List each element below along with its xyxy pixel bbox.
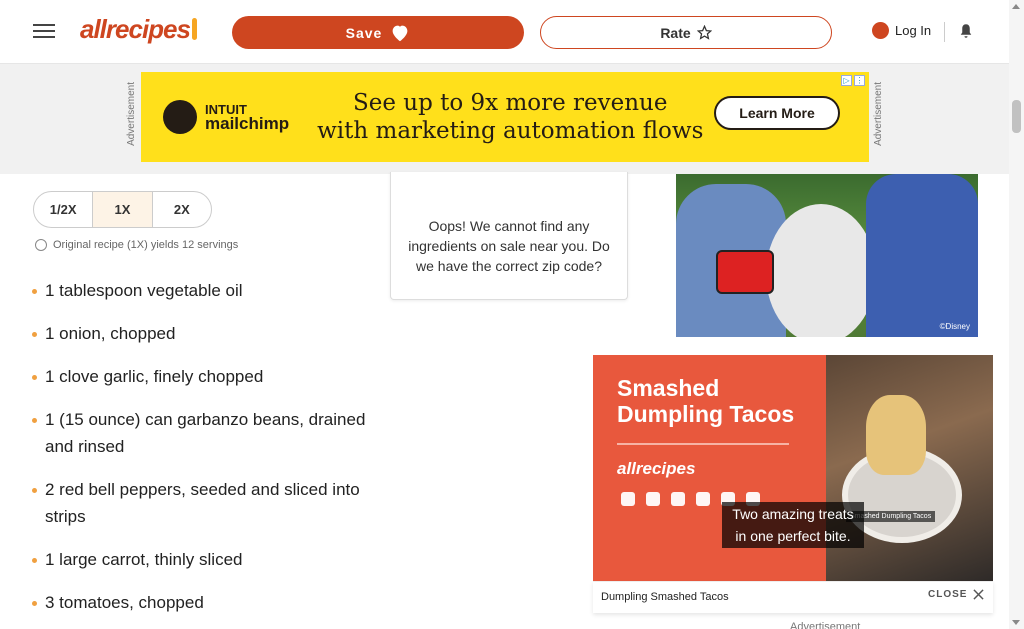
close-label: CLOSE <box>928 589 968 600</box>
caption-line1: Two amazing treats <box>732 506 854 522</box>
photo-figure-center <box>766 204 876 337</box>
sale-message: Oops! We cannot find any ingredients on … <box>408 218 610 274</box>
video-divider <box>617 443 789 445</box>
yields-note: Original recipe (1X) yields 12 servings <box>35 239 238 251</box>
caption-line2: in one perfect bite. <box>735 528 851 544</box>
notification-bell-icon[interactable] <box>957 21 975 41</box>
save-label: Save <box>345 24 383 41</box>
photo-credit: ©Disney <box>939 322 970 331</box>
ad-headline: See up to 9x more revenue with marketing… <box>317 89 703 145</box>
video-caption: Two amazing treats in one perfect bite. <box>722 502 864 548</box>
adchoices-icon[interactable]: ▷ ⋮ <box>841 75 865 86</box>
photo-figure-right <box>866 174 978 337</box>
servings-2x-button[interactable]: 2X <box>173 202 190 217</box>
mailchimp-freddie-icon <box>163 100 197 134</box>
heart-icon <box>392 25 408 41</box>
star-icon <box>696 25 712 40</box>
logo-text: allrecipes <box>80 14 191 44</box>
ingredient-item: 1 large carrot, thinly sliced <box>30 546 380 573</box>
brand-line2: mailchimp <box>205 114 290 133</box>
instagram-icon <box>671 492 685 506</box>
advertisement-label-left: Advertisement <box>126 82 137 146</box>
ingredient-list: 1 tablespoon vegetable oil 1 onion, chop… <box>30 277 380 629</box>
video-title-line2: Dumpling Tacos <box>617 401 795 427</box>
login-label: Log In <box>895 23 932 38</box>
brand-line1: INTUIT <box>205 102 247 117</box>
lunchbox-graphic <box>716 250 774 294</box>
video-food-tag: Smashed Dumpling Tacos <box>846 511 936 522</box>
scroll-down-arrow-icon[interactable] <box>1012 620 1020 625</box>
user-avatar-icon <box>872 22 889 39</box>
learn-more-button[interactable]: Learn More <box>714 96 840 130</box>
facebook-icon <box>696 492 710 506</box>
login-link[interactable]: Log In <box>872 22 931 39</box>
ingredients-on-sale-card: Oops! We cannot find any ingredients on … <box>390 172 628 300</box>
rate-label: Rate <box>660 24 691 41</box>
ingredient-item: 1 clove garlic, finely chopped <box>30 363 380 390</box>
site-header: allrecipes Save Rate Log In <box>0 0 1009 64</box>
video-close-button[interactable]: CLOSE <box>928 589 985 600</box>
rate-button[interactable]: Rate <box>540 16 832 49</box>
video-title: Smashed Dumpling Tacos <box>617 375 794 427</box>
ad-headline-line2: with marketing automation flows <box>317 118 704 144</box>
ingredient-item: 1 tablespoon vegetable oil <box>30 277 380 304</box>
taco-graphic <box>866 395 926 475</box>
ingredient-item: 1 (15 ounce) can garbanzo beans, drained… <box>30 406 380 460</box>
video-footer: Dumpling Smashed Tacos <box>593 581 993 613</box>
yields-text: Original recipe (1X) yields 12 servings <box>53 239 239 251</box>
ingredient-item: 3 tomatoes, chopped <box>30 589 380 616</box>
hamburger-menu-icon[interactable] <box>33 20 55 40</box>
header-divider <box>944 22 945 42</box>
allrecipes-logo[interactable]: allrecipes <box>80 14 197 45</box>
servings-1x-button[interactable]: 1X <box>93 192 153 227</box>
scrollbar-thumb[interactable] <box>1012 100 1021 133</box>
spoon-icon <box>191 18 197 40</box>
video-logo: allrecipes <box>617 459 696 478</box>
promo-photo[interactable]: ©Disney <box>676 174 978 337</box>
scroll-up-arrow-icon[interactable] <box>1012 4 1020 9</box>
mailchimp-logo: INTUIT mailchimp <box>163 100 289 134</box>
advertisement-label-bottom: Advertisement <box>790 621 861 629</box>
video-player[interactable]: Smashed Dumpling Tacos allrecipes Smashe… <box>593 355 993 581</box>
servings-half-button[interactable]: 1/2X <box>34 192 94 227</box>
mailchimp-ad-banner[interactable]: INTUIT mailchimp See up to 9x more reven… <box>141 72 869 162</box>
tiktok-icon <box>646 492 660 506</box>
video-title-line1: Smashed <box>617 375 720 401</box>
advertisement-label-right: Advertisement <box>873 82 884 146</box>
close-icon <box>973 589 985 600</box>
page-scrollbar[interactable] <box>1009 0 1024 629</box>
ingredient-item: 2 red bell peppers, seeded and sliced in… <box>30 476 380 530</box>
youtube-icon <box>621 492 635 506</box>
servings-scaler: 1/2X 1X 2X <box>33 191 212 228</box>
ingredient-item: 1 onion, chopped <box>30 320 380 347</box>
video-footer-title: Dumpling Smashed Tacos <box>601 591 729 603</box>
ad-headline-line1: See up to 9x more revenue <box>353 90 668 116</box>
save-button[interactable]: Save <box>232 16 524 49</box>
info-icon[interactable] <box>35 239 47 251</box>
